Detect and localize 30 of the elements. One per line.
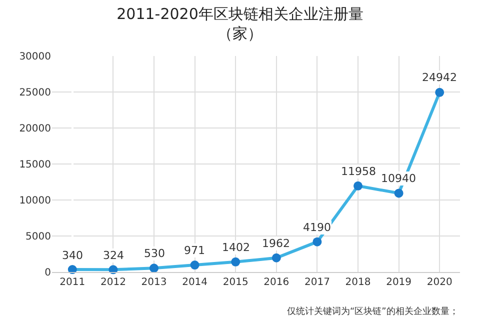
y-tick-label: 30000 [19,52,51,62]
x-tick-label: 2018 [345,277,371,288]
data-label: 4190 [303,221,331,234]
y-tick-label: 15000 [19,160,51,170]
x-tick-label: 2015 [222,277,248,288]
y-tick-label: 5000 [26,232,51,242]
x-tick-label: 2019 [386,277,412,288]
data-label: 340 [62,249,83,262]
y-tick-label: 0 [44,268,51,278]
data-label: 971 [184,244,205,257]
data-label: 530 [144,247,165,260]
x-tick-label: 2017 [304,277,330,288]
y-tick-label: 20000 [19,124,51,134]
x-tick-label: 2011 [60,277,86,288]
x-tick-label: 2016 [264,277,290,288]
data-label: 1962 [262,237,290,250]
x-tick-label: 2013 [141,277,167,288]
chart-subtitle: （家） [218,24,262,43]
text: 仅统计关键词为“区块链”的相关企业数量； [287,306,458,317]
data-label: 11958 [341,165,376,178]
data-label: 1402 [222,241,250,254]
y-tick-label: 10000 [19,196,51,206]
x-tick-label: 2012 [100,277,126,288]
data-label: 324 [103,249,124,262]
y-tick-label: 25000 [19,88,51,98]
data-label: 24942 [422,71,457,84]
data-label: 10940 [381,172,416,185]
x-tick-label: 2020 [426,277,452,288]
x-tick-label: 2014 [182,277,208,288]
chart-title: 2011-2020年区块链相关企业注册量 [116,5,364,24]
